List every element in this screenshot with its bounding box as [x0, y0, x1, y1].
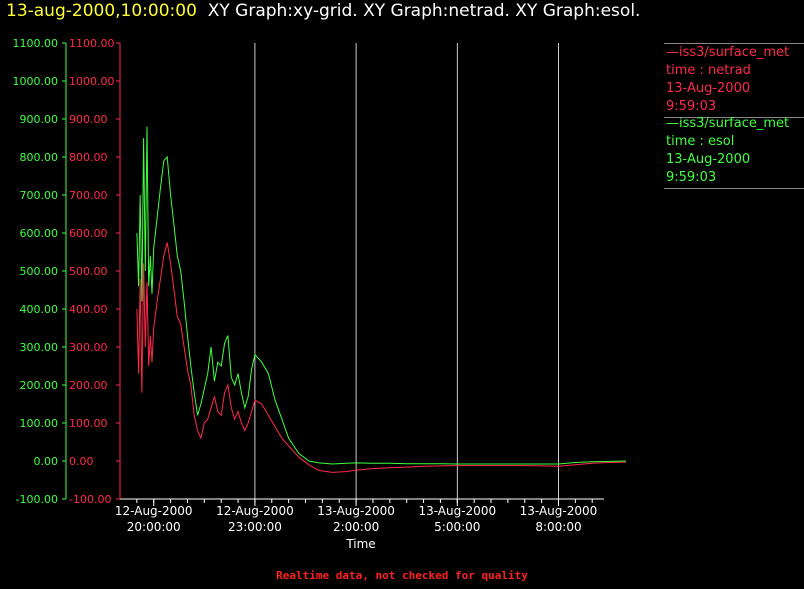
- y-tick-label-esol: 1000.00: [13, 75, 59, 88]
- legend-netrad-date: 13-Aug-2000: [666, 81, 751, 96]
- series-line-netrad: [136, 242, 626, 473]
- x-axis-label: Time: [345, 537, 375, 551]
- timestamp-label: 13-aug-2000,10:00:00: [6, 1, 197, 21]
- y-tick-label-esol: -100.00: [16, 493, 58, 506]
- legend-esol: —iss3/surface_met time : esol 13-Aug-200…: [664, 115, 804, 189]
- x-tick-date-label: 13-Aug-2000: [520, 504, 598, 518]
- series-line-esol: [136, 126, 626, 465]
- y-tick-label-esol: 300.00: [20, 341, 59, 354]
- y-tick-label-netrad: 200.00: [69, 379, 108, 392]
- y-tick-label-esol: 700.00: [20, 189, 59, 202]
- y-tick-label-esol: 100.00: [20, 417, 59, 430]
- legend-netrad-source: —iss3/surface_met: [666, 45, 790, 60]
- x-tick-time-label: 23:00:00: [228, 520, 282, 534]
- legend-netrad: —iss3/surface_met time : netrad 13-Aug-2…: [664, 43, 804, 118]
- y-tick-label-esol: 800.00: [20, 151, 59, 164]
- y-tick-label-esol: 200.00: [20, 379, 59, 392]
- y-tick-label-netrad: 700.00: [69, 189, 108, 202]
- y-tick-label-esol: 900.00: [20, 113, 59, 126]
- legend-netrad-time: 9:59:03: [666, 99, 717, 114]
- y-tick-label-netrad: 900.00: [69, 113, 108, 126]
- axes: [65, 43, 604, 500]
- y-tick-label-netrad: 0.00: [69, 455, 94, 468]
- y-tick-label-netrad: -100.00: [69, 493, 111, 506]
- y-tick-label-esol: 400.00: [20, 303, 59, 316]
- y-tick-label-netrad: 100.00: [69, 417, 108, 430]
- y-tick-label-netrad: 400.00: [69, 303, 108, 316]
- x-axis-ticks: 12-Aug-2000 20:00:00 12-Aug-2000 23:00:00 13…: [115, 499, 597, 534]
- legend-netrad-variable: time : netrad: [666, 63, 751, 78]
- chart-title-bar: 13-aug-2000,10:00:00 XY Graph:xy-grid. X…: [6, 1, 640, 21]
- x-tick-time-label: 2:00:00: [333, 520, 379, 534]
- grid-lines: [254, 43, 559, 499]
- x-tick-time-label: 20:00:00: [127, 520, 181, 534]
- x-tick-date-label: 12-Aug-2000: [115, 504, 193, 518]
- y-tick-label-netrad: 500.00: [69, 265, 108, 278]
- x-tick-date-label: 13-Aug-2000: [418, 504, 496, 518]
- data-series: [136, 126, 626, 473]
- legend-esol-variable: time : esol: [666, 134, 735, 149]
- x-tick-time-label: 5:00:00: [434, 520, 480, 534]
- quality-disclaimer: Realtime data, not checked for quality: [276, 569, 528, 582]
- y-axis-ticks: -100.00 -100.00 0.00 0.00 100.00 100.00 200.00…: [13, 37, 120, 506]
- graph-list-label: XY Graph:xy-grid. XY Graph:netrad. XY Gr…: [207, 1, 641, 21]
- y-tick-label-netrad: 800.00: [69, 151, 108, 164]
- y-tick-label-netrad: 1000.00: [69, 75, 115, 88]
- legend-esol-source: —iss3/surface_met: [666, 116, 790, 131]
- y-tick-label-esol: 500.00: [20, 265, 59, 278]
- x-tick-date-label: 12-Aug-2000: [216, 504, 294, 518]
- y-tick-label-esol: 1100.00: [13, 37, 59, 50]
- y-tick-label-netrad: 300.00: [69, 341, 108, 354]
- y-tick-label-netrad: 1100.00: [69, 37, 115, 50]
- y-tick-label-netrad: 600.00: [69, 227, 108, 240]
- y-tick-label-esol: 0.00: [34, 455, 59, 468]
- x-tick-date-label: 13-Aug-2000: [317, 504, 395, 518]
- y-tick-label-esol: 600.00: [20, 227, 59, 240]
- x-tick-time-label: 8:00:00: [535, 520, 581, 534]
- legend-esol-time: 9:59:03: [666, 170, 717, 185]
- legend-esol-date: 13-Aug-2000: [666, 152, 751, 167]
